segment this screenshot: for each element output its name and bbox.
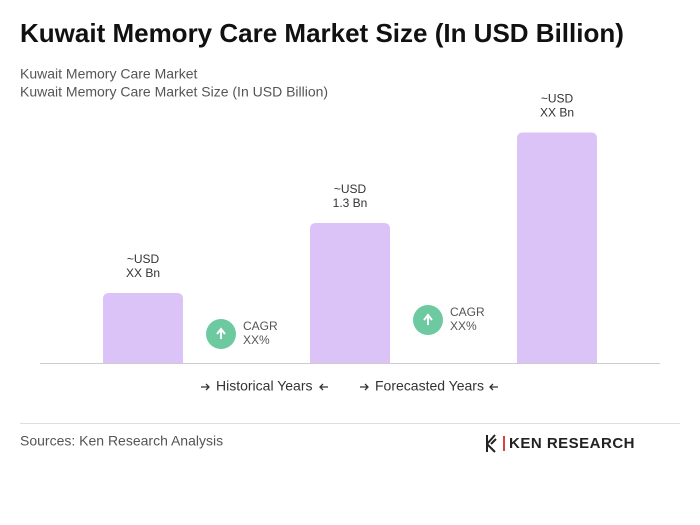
value-label: 1.3 Bn <box>333 196 368 210</box>
value-label: ~USD <box>127 252 160 266</box>
legend-label: Historical Years <box>216 378 313 394</box>
bar <box>310 222 390 363</box>
cagr-label: CAGR <box>450 305 485 319</box>
subtitle: Kuwait Memory Care Market Size (In USD B… <box>20 84 328 100</box>
legend-label: Forecasted Years <box>375 378 484 394</box>
subtitle: Kuwait Memory Care Market <box>20 66 197 82</box>
value-label: ~USD <box>334 182 367 196</box>
legend-arrow <box>360 383 369 391</box>
brand-logo: KEN RESEARCH <box>486 434 635 453</box>
cagr-arrow <box>216 327 226 339</box>
value-label: XX Bn <box>126 266 160 280</box>
legend-arrow <box>319 383 328 391</box>
cagr-label: XX% <box>243 333 270 347</box>
bar <box>103 292 183 363</box>
value-label: XX Bn <box>540 106 574 120</box>
source: Sources: Ken Research Analysis <box>20 433 223 449</box>
legend-arrow <box>489 383 498 391</box>
value-label: ~USD <box>541 92 574 106</box>
legend-arrow <box>201 383 210 391</box>
chart-title: Kuwait Memory Care Market Size (In USD B… <box>20 18 624 48</box>
cagr-label: CAGR <box>243 319 278 333</box>
bar <box>517 132 597 363</box>
cagr-arrow <box>423 313 433 325</box>
brand-name: KEN RESEARCH <box>509 435 635 452</box>
cagr-label: XX% <box>450 319 477 333</box>
